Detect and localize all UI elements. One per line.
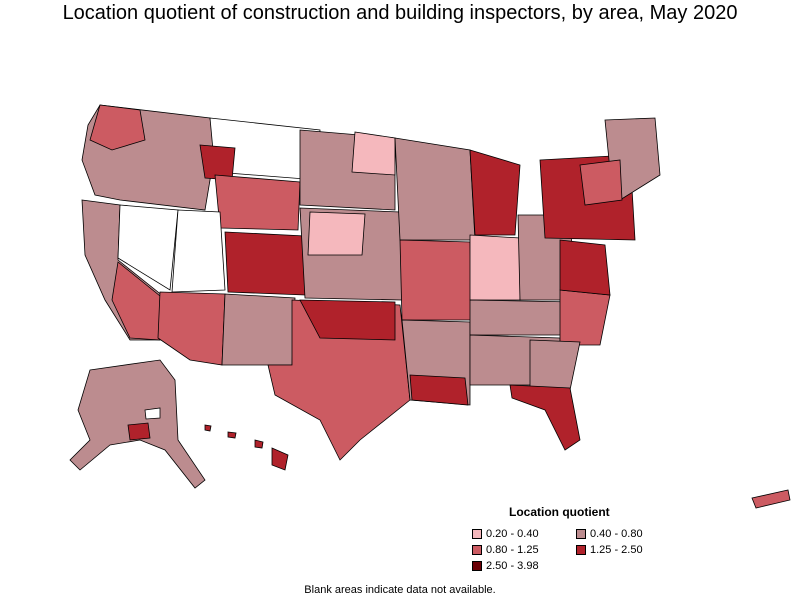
region-hawaii-oahu[interactable] [227, 431, 237, 439]
legend-label-3: 1.25 - 2.50 [590, 544, 643, 556]
region-nebraska-east[interactable] [307, 211, 366, 256]
legend-label-4: 2.50 - 3.98 [486, 560, 539, 572]
region-georgia[interactable] [529, 339, 581, 391]
legend-item-1: 0.40 - 0.80 [576, 528, 643, 540]
legend-label-1: 0.40 - 0.80 [590, 528, 643, 540]
legend-item-0: 0.20 - 0.40 [472, 528, 539, 540]
legend-label-0: 0.20 - 0.40 [486, 528, 539, 540]
region-carolinas[interactable] [559, 289, 611, 346]
puerto-rico [751, 489, 791, 509]
region-north-dakota-east[interactable] [351, 131, 396, 176]
region-upstate-ny[interactable] [579, 159, 623, 206]
region-illinois-indiana[interactable] [469, 234, 521, 301]
region-wyoming-colorado[interactable] [214, 174, 301, 231]
hawaii [204, 424, 289, 471]
region-tennessee[interactable] [469, 299, 576, 336]
legend-swatch-3 [576, 545, 586, 555]
legend-item-2: 0.80 - 1.25 [472, 544, 539, 556]
region-nevada[interactable] [117, 204, 179, 291]
region-oklahoma[interactable] [299, 299, 396, 341]
legend-item-4: 2.50 - 3.98 [472, 560, 539, 572]
region-colorado[interactable] [224, 231, 306, 296]
region-michigan[interactable] [469, 149, 521, 236]
region-washington-west[interactable] [89, 104, 146, 151]
region-arizona[interactable] [157, 291, 226, 366]
region-hawaii-maui[interactable] [254, 439, 264, 449]
legend-item-3: 1.25 - 2.50 [576, 544, 643, 556]
region-louisiana-coast[interactable] [409, 374, 469, 406]
footnote: Blank areas indicate data not available. [304, 584, 496, 596]
legend-swatch-2 [472, 545, 482, 555]
region-utah-arizona[interactable] [171, 209, 226, 293]
legend-title: Location quotient [509, 505, 610, 519]
region-hawaii-island[interactable] [271, 447, 289, 471]
region-puerto-rico[interactable] [751, 489, 791, 509]
region-montana-east[interactable] [199, 144, 236, 181]
region-hawaii-kauai[interactable] [204, 424, 212, 432]
region-california-south[interactable] [111, 261, 166, 341]
legend-label-2: 0.80 - 1.25 [486, 544, 539, 556]
region-minnesota-wisconsin[interactable] [394, 137, 476, 241]
legend-swatch-4 [472, 561, 482, 571]
map-title: Location quotient of construction and bu… [62, 2, 738, 24]
contiguous-us [81, 104, 661, 461]
alaska [69, 359, 206, 489]
region-virginia[interactable] [559, 239, 611, 296]
region-alaska-blank[interactable] [144, 407, 161, 420]
region-iowa-missouri[interactable] [399, 239, 473, 321]
region-new-mexico[interactable] [221, 293, 296, 366]
legend-swatch-0 [472, 529, 482, 539]
region-florida[interactable] [509, 384, 581, 451]
legend-swatch-1 [576, 529, 586, 539]
region-alaska-south[interactable] [127, 422, 151, 441]
